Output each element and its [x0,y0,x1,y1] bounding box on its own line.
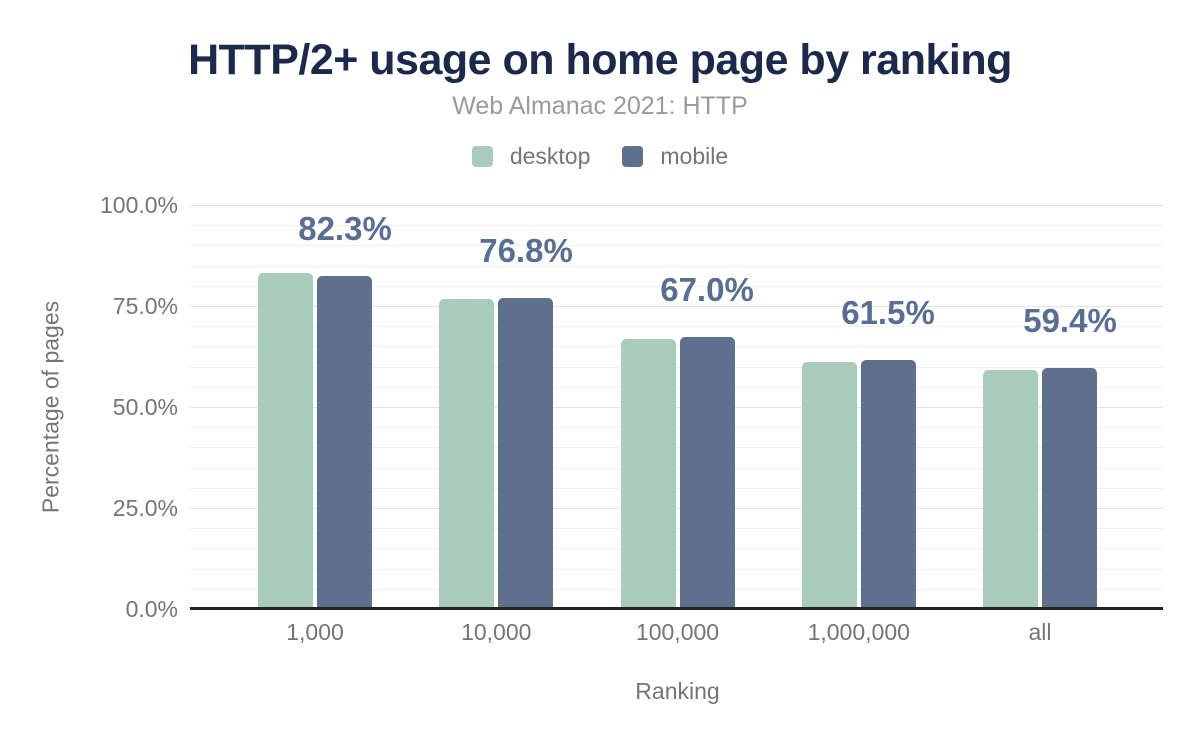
legend-item-desktop: desktop [471,142,591,170]
bar-value-label: 76.8% [479,232,573,269]
bar-mobile-1000 [317,276,372,608]
legend-label: desktop [509,142,591,169]
gridline [190,508,1163,509]
bar-desktop-1000 [258,273,313,608]
bar-value-label: 82.3% [298,210,392,247]
gridline [190,569,1163,570]
gridline [190,367,1163,368]
bar-desktop-1000000 [802,362,857,608]
x-axis-line [190,607,1163,610]
x-tick-label: all [1028,619,1052,645]
chart-title: HTTP/2+ usage on home page by ranking [188,36,1012,84]
gridline [190,387,1163,388]
gridline [190,528,1163,529]
y-tick-label: 25.0% [112,495,178,521]
y-tick-label: 75.0% [112,293,178,319]
bar-mobile-100000 [680,337,735,608]
y-axis-title: Percentage of pages [37,300,64,514]
gridline [190,407,1163,408]
bar-value-label: 61.5% [841,294,935,331]
gridline [190,589,1163,590]
gridline [190,427,1163,428]
bar-mobile-10000 [498,298,553,608]
gridline [190,225,1163,226]
bar-value-label: 59.4% [1023,302,1117,339]
gridline [190,447,1163,448]
bar-value-label: 67.0% [660,271,754,308]
legend-label: mobile [660,142,729,169]
legend-color-swatch [622,145,644,167]
bar-desktop-10000 [439,299,494,608]
y-tick-label: 50.0% [112,394,178,420]
x-tick-label: 1,000 [286,619,344,645]
gridline [190,266,1163,267]
legend-color-swatch [471,145,493,167]
gridline [190,468,1163,469]
legend: desktop mobile [0,143,1200,169]
x-tick-label: 10,000 [461,619,532,645]
gridline [190,205,1163,206]
gridline [190,346,1163,347]
bar-mobile-1000000 [861,360,916,608]
legend-item-mobile: mobile [622,143,728,170]
bar-desktop-all [983,370,1038,608]
x-tick-label: 1,000,000 [807,619,910,645]
x-axis-title: Ranking [635,678,720,704]
gridline [190,306,1163,307]
bar-desktop-100000 [621,339,676,608]
gridline [190,548,1163,549]
gridline [190,286,1163,287]
y-tick-label: 100.0% [99,192,178,218]
gridline [190,245,1163,246]
x-tick-label: 100,000 [635,619,720,645]
gridline [190,326,1163,327]
chart-subtitle: Web Almanac 2021: HTTP [452,92,748,120]
bar-mobile-all [1042,368,1097,608]
gridline [190,488,1163,489]
y-tick-label: 0.0% [125,596,178,622]
